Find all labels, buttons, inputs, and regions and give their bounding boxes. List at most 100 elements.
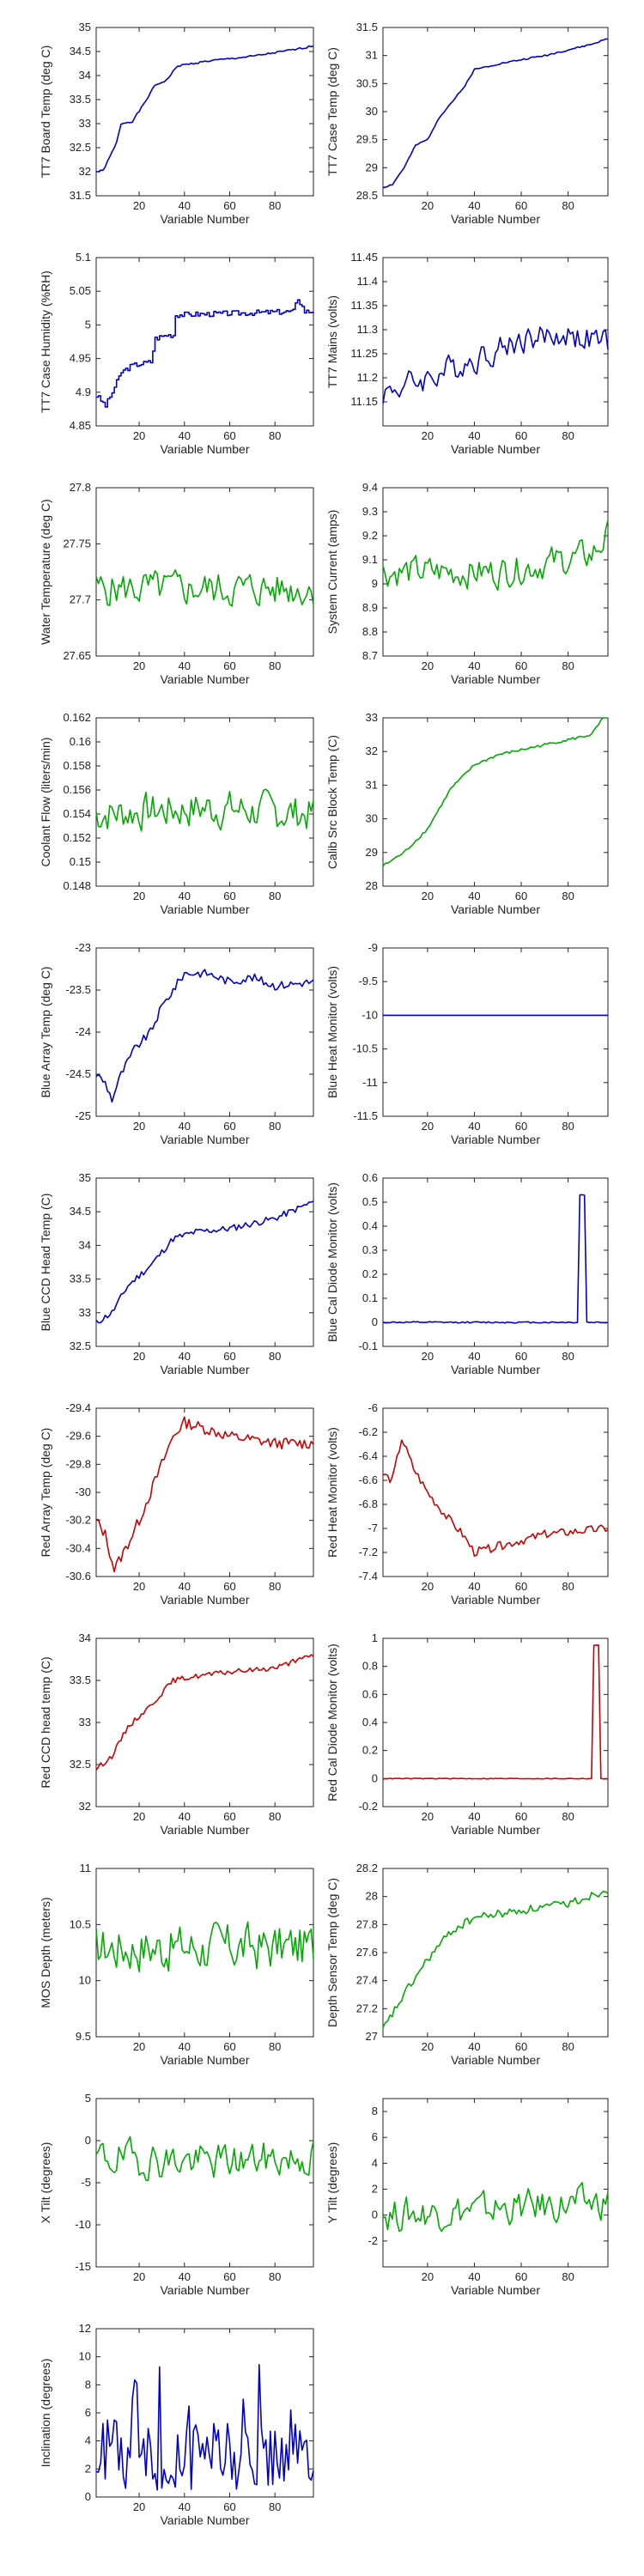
plot-frame [382,947,609,1117]
y-tick-label: 4.85 [70,419,91,432]
y-tick-label: 0.6 [362,1687,378,1700]
x-tick-label: 20 [422,2270,434,2283]
y-tick-label: 1 [372,1631,378,1644]
y-tick-label: 33 [366,711,378,724]
plot-frame [95,2098,314,2268]
chart-panel: 27.65 27.7 27.75 27.8 20 40 60 80 Variable Numbe… [15,479,320,703]
x-tick-label: 60 [223,890,235,902]
y-tick-label: 11.15 [350,395,378,408]
series-line [382,1644,609,1780]
y-tick-label: 0.3 [362,1243,378,1256]
y-tick-label: 34 [79,69,91,82]
x-axis-label: Variable Number [160,442,249,456]
y-tick-label: 27.2 [356,2002,378,2014]
y-tick-label: -2 [368,2234,378,2247]
y-tick-label: 29 [366,161,378,173]
y-tick-label: -6.4 [359,1449,378,1462]
x-tick-label: 60 [223,2040,235,2053]
x-axis-label: Variable Number [160,672,249,686]
x-tick-label: 40 [179,890,191,902]
x-tick-label: 20 [133,199,145,212]
y-tick-label: 8 [372,2105,378,2117]
series-line [382,1194,609,1324]
y-tick-label: 27.6 [356,1946,378,1959]
chart-svg: 27 27.2 27.4 27.6 27.8 28 28.2 20 40 60 80 Variable… [325,1862,609,2067]
x-tick-label: 80 [269,1120,281,1133]
x-tick-label: 60 [515,1120,527,1133]
y-tick-label: 2 [372,2183,378,2196]
y-tick-label: 34 [79,1238,91,1251]
x-tick-label: 20 [422,2040,434,2053]
y-tick-label: -7.4 [359,1570,378,1583]
x-tick-label: 60 [223,199,235,212]
plot-frame [95,1407,314,1577]
x-tick-label: 20 [133,429,145,442]
y-tick-label: 0 [372,2208,378,2221]
x-axis-label: Variable Number [160,2053,249,2067]
chart-panel: -7.4 -7.2 -7 -6.8 -6.6 -6.4 -6.2 -6 20 40 60 80 Vari… [301,1400,615,1624]
x-tick-label: 60 [515,2040,527,2053]
x-tick-label: 40 [468,199,480,212]
y-tick-label: 35 [79,1171,91,1184]
y-axis-label: Red Array Temp (deg C) [39,1428,52,1558]
y-axis-label: Depth Sensor Temp (deg C) [325,1878,339,2027]
series-line [95,788,314,832]
y-tick-label: 28.2 [356,1862,378,1874]
chart-svg: 0.148 0.15 0.152 0.154 0.156 0.158 0.16 0.162 20… [39,711,314,916]
plot-frame [382,257,609,427]
chart-panel: 9.5 10 10.5 11 20 40 60 80 Variable Number MOS De… [15,1860,320,2084]
chart-svg: 8.7 8.8 8.9 9 9.1 9.2 9.3 9.4 20 40 60 80 Variable N… [325,481,609,686]
chart-panel: 8.7 8.8 8.9 9 9.1 9.2 9.3 9.4 20 40 60 80 Variable N… [301,479,615,703]
x-tick-label: 60 [223,2270,235,2283]
y-tick-label: 32 [366,744,378,757]
chart-svg: -11.5 -11 -10.5 -10 -9.5 -9 20 40 60 80 Variable N… [325,941,609,1146]
chart-panel: 27 27.2 27.4 27.6 27.8 28 28.2 20 40 60 80 Variable… [301,1860,615,2084]
x-axis-label: Variable Number [160,1593,249,1607]
y-tick-label: 11 [80,1862,92,1874]
y-tick-label: 30 [366,812,378,825]
x-tick-label: 80 [269,2270,281,2283]
chart-panel: 0.148 0.15 0.152 0.154 0.156 0.158 0.16 0.162 20… [15,709,320,933]
x-tick-label: 80 [562,1810,574,1823]
series-line [382,326,609,404]
x-tick-label: 40 [468,1810,480,1823]
x-tick-label: 60 [515,1810,527,1823]
y-tick-label: 9.3 [362,505,378,518]
y-tick-label: 27.4 [356,1974,378,1987]
x-tick-label: 20 [422,890,434,902]
y-tick-label: -9.5 [359,975,378,987]
x-axis-label: Variable Number [160,212,249,226]
x-tick-label: 80 [269,1810,281,1823]
y-tick-label: 0.6 [362,1171,378,1184]
x-tick-label: 20 [133,2270,145,2283]
y-tick-label: 0 [372,1315,378,1328]
y-tick-label: 34 [79,1631,91,1644]
x-tick-label: 80 [562,890,574,902]
y-tick-label: 27.75 [63,537,91,550]
y-tick-label: 8.9 [362,601,378,614]
x-tick-label: 20 [133,890,145,902]
x-tick-label: 60 [223,1120,235,1133]
chart-panel: 32.5 33 33.5 34 34.5 35 20 40 60 80 Variable Numbe… [15,1170,320,1394]
x-tick-label: 60 [515,659,527,672]
x-tick-label: 40 [179,2500,191,2513]
chart-svg: 11.15 11.2 11.25 11.3 11.35 11.4 11.45 20 40 60 80… [325,251,609,456]
y-axis-label: Coolant Flow (liters/min) [39,738,52,867]
y-tick-label: 9.2 [362,529,378,542]
y-tick-label: 27.8 [356,1917,378,1930]
x-tick-label: 80 [562,659,574,672]
chart-panel: 31.5 32 32.5 33 33.5 34 34.5 35 20 40 60 80 Variable… [15,19,320,243]
x-tick-label: 60 [223,659,235,672]
y-tick-label: 11.35 [350,299,378,312]
y-tick-label: 9.5 [76,2030,91,2043]
x-tick-label: 60 [515,1350,527,1363]
x-tick-label: 80 [269,2040,281,2053]
x-tick-label: 80 [562,429,574,442]
plot-frame [95,27,314,197]
chart-panel: 28 29 30 31 32 33 20 40 60 80 Variable Number Calib… [301,709,615,933]
y-tick-label: 0.148 [63,879,91,892]
y-axis-label: Blue Array Temp (deg C) [39,966,52,1097]
chart-svg: 28.5 29 29.5 30 30.5 31 31.5 20 40 60 80 Variable N… [325,21,609,226]
y-tick-label: 34.5 [70,45,91,58]
x-axis-label: Variable Number [160,2513,249,2527]
